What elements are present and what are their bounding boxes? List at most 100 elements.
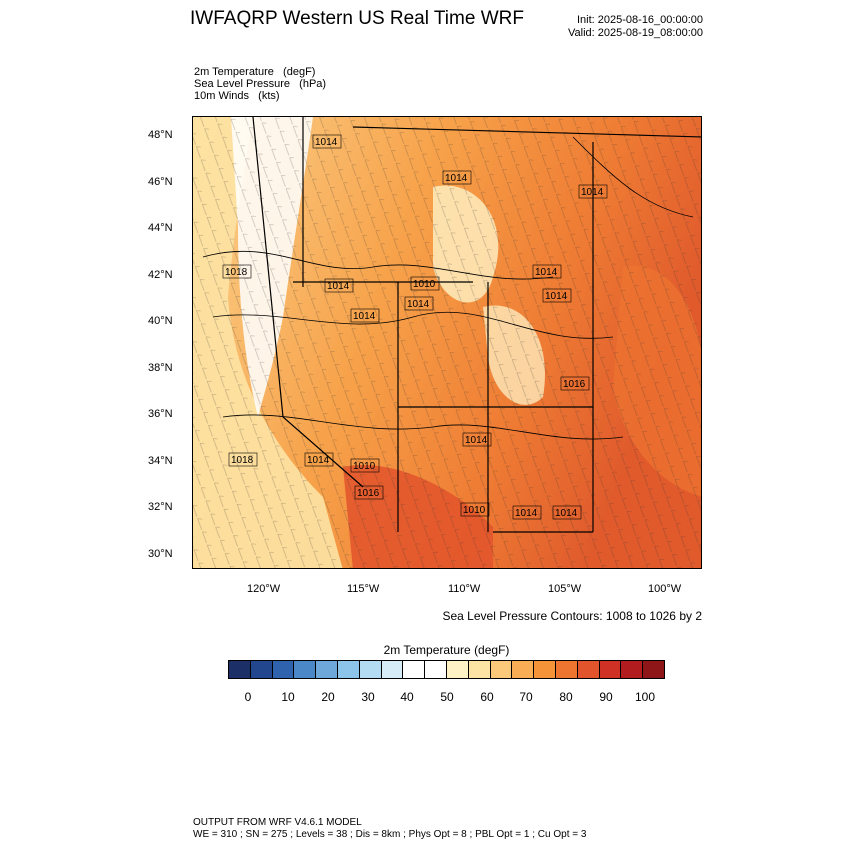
colorbar-swatch (229, 661, 251, 678)
colorbar-swatch (425, 661, 447, 678)
pressure-label: 1014 (462, 432, 492, 447)
latitude-label: 48°N (148, 129, 173, 141)
longitude-label: 105°W (548, 583, 582, 595)
colorbar-swatch (381, 661, 404, 678)
svg-text:1014: 1014 (545, 291, 568, 302)
colorbar-swatch (403, 661, 426, 678)
pressure-label: 1018 (222, 264, 252, 279)
colorbar-swatch (294, 661, 317, 678)
pressure-label: 1014 (312, 134, 342, 149)
wind-barbs (193, 117, 701, 568)
colorbar-swatch (621, 661, 644, 678)
pressure-label: 1014 (350, 308, 380, 323)
model-version: OUTPUT FROM WRF V4.6.1 MODEL (193, 817, 362, 828)
colorbar-label: 80 (559, 690, 573, 704)
pressure-label: 1014 (552, 505, 582, 520)
colorbar-label: 100 (634, 690, 656, 704)
latitude-label: 38°N (148, 362, 173, 374)
svg-text:1014: 1014 (327, 281, 350, 292)
state-borders (252, 117, 701, 533)
colorbar-swatch (272, 661, 295, 678)
colorbar-label: 0 (244, 690, 252, 704)
field-temperature: 2m Temperature (degF) (194, 66, 316, 78)
colorbar-label: 10 (281, 690, 295, 704)
svg-text:1014: 1014 (581, 187, 604, 198)
colorbar-label: 60 (480, 690, 494, 704)
colorbar-swatch (599, 661, 622, 678)
pressure-contours (202, 136, 694, 440)
longitude-label: 110°W (448, 583, 481, 595)
svg-text:1014: 1014 (353, 311, 376, 322)
colorbar-swatch (359, 661, 382, 678)
field-winds: 10m Winds (kts) (194, 90, 280, 102)
time-info: Init: 2025-08-16_00:00:00 Valid: 2025-08… (520, 14, 703, 40)
pressure-label: 1010 (410, 276, 440, 291)
svg-text:1010: 1010 (463, 505, 486, 516)
temperature-colorbar (228, 660, 665, 679)
colorbar-swatch (490, 661, 513, 678)
svg-text:1014: 1014 (555, 508, 578, 519)
weather-map: 1014 1014 1014 1018 1014 1010 1014 1014 1014 1018… (192, 116, 702, 569)
svg-text:1016: 1016 (563, 379, 586, 390)
svg-text:1018: 1018 (225, 267, 248, 278)
latitude-label: 30°N (148, 548, 173, 560)
colorbar-swatch (555, 661, 578, 678)
svg-text:1018: 1018 (231, 455, 254, 466)
pressure-labels: 1014 1014 1014 1018 1014 1010 1014 1014 1014 1018… (222, 134, 608, 520)
colorbar-title: 2m Temperature (degF) (383, 643, 510, 657)
svg-text:1014: 1014 (445, 173, 468, 184)
colorbar-label: 20 (321, 690, 335, 704)
colorbar-label: 90 (599, 690, 613, 704)
colorbar-swatch (250, 661, 273, 678)
colorbar-swatch (446, 661, 469, 678)
colorbar-swatch (577, 661, 600, 678)
longitude-label: 115°W (347, 583, 380, 595)
pressure-label: 1018 (228, 452, 258, 467)
contour-note: Sea Level Pressure Contours: 1008 to 102… (442, 609, 703, 623)
latitude-label: 36°N (148, 408, 173, 420)
colorbar-swatch (512, 661, 535, 678)
latitude-label: 42°N (148, 269, 173, 281)
colorbar-swatch (316, 661, 338, 678)
pressure-label: 1016 (354, 485, 384, 500)
field-list: 2m Temperature (degF) Sea Level Pressure… (194, 66, 326, 102)
svg-text:1014: 1014 (307, 455, 330, 466)
svg-text:1010: 1010 (413, 279, 436, 290)
pressure-label: 1014 (532, 264, 562, 279)
latitude-label: 46°N (148, 176, 173, 188)
colorbar-label: 70 (519, 690, 533, 704)
latitude-label: 40°N (148, 315, 173, 327)
pressure-label: 1016 (560, 376, 590, 391)
colorbar-swatch (534, 661, 556, 678)
map-title: IWFAQRP Western US Real Time WRF (190, 8, 524, 29)
colorbar-label: 50 (440, 690, 454, 704)
pressure-label: 1010 (350, 458, 380, 473)
pressure-label: 1014 (324, 278, 354, 293)
svg-text:1014: 1014 (465, 435, 488, 446)
colorbar-swatch (337, 661, 360, 678)
pressure-label: 1014 (542, 288, 572, 303)
pressure-label: 1014 (578, 184, 608, 199)
pressure-label: 1014 (304, 452, 334, 467)
svg-text:1014: 1014 (315, 137, 338, 148)
init-time: Init: 2025-08-16_00:00:00 (577, 14, 703, 26)
svg-text:1010: 1010 (353, 461, 376, 472)
pressure-label: 1014 (404, 296, 434, 311)
pressure-label: 1014 (442, 170, 472, 185)
field-pressure: Sea Level Pressure (hPa) (194, 78, 327, 90)
longitude-label: 100°W (648, 583, 682, 595)
svg-text:1014: 1014 (535, 267, 558, 278)
colorbar-label: 30 (361, 690, 375, 704)
map-canvas: 1014 1014 1014 1018 1014 1010 1014 1014 1014 1018… (193, 117, 701, 568)
model-info: OUTPUT FROM WRF V4.6.1 MODEL WE = 310 ; … (193, 817, 586, 841)
svg-text:1014: 1014 (407, 299, 430, 310)
svg-text:1016: 1016 (357, 488, 380, 499)
latitude-label: 34°N (148, 455, 173, 467)
colorbar-label: 40 (400, 690, 414, 704)
svg-text:1014: 1014 (515, 508, 538, 519)
latitude-label: 32°N (148, 501, 173, 513)
colorbar-swatch (468, 661, 491, 678)
pressure-label: 1010 (460, 502, 490, 517)
colorbar-swatch (643, 661, 664, 678)
latitude-label: 44°N (148, 222, 173, 234)
